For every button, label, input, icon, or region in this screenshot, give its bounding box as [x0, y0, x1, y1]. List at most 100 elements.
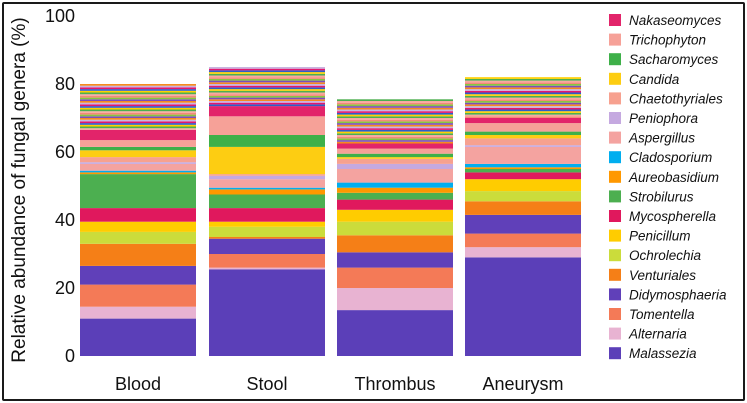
segment-stool-sacharomyces [209, 135, 325, 147]
segment-stool-ochrolechia [209, 226, 325, 237]
segment-aneurysm-aspergillus [465, 146, 581, 164]
segment-thrombus-other-24 [337, 101, 453, 103]
segment-stool-other-6 [209, 94, 325, 96]
legend: Nakaseomyces Trichophyton Sacharomyces Cand… [609, 13, 727, 361]
segment-stool-cladosporium [209, 187, 325, 190]
segment-stool-penicillum [209, 221, 325, 227]
segment-thrombus-aspergillus [337, 169, 453, 183]
segment-thrombus-venturiales [337, 235, 453, 253]
segment-thrombus-other-6 [337, 131, 453, 134]
segment-aneurysm-other-3 [465, 111, 581, 113]
segment-stool-peniophora [209, 175, 325, 180]
legend-label-aspergillus: Aspergillus [628, 131, 695, 146]
segment-aneurysm-venturiales [465, 201, 581, 215]
segment-stool-other-4 [209, 97, 325, 100]
segment-blood-other-16 [80, 101, 196, 103]
segment-thrombus-other-1 [337, 140, 453, 142]
segment-aneurysm-other-8 [465, 102, 581, 105]
segment-thrombus-other-14 [337, 118, 453, 120]
segment-blood-other-14 [80, 104, 196, 107]
legend-swatch-malassezia [609, 347, 621, 360]
segment-blood-other-15 [80, 102, 196, 105]
segment-blood-other-12 [80, 107, 196, 110]
segment-thrombus-strobilurus [337, 192, 453, 200]
segment-stool-other-8 [209, 90, 325, 93]
legend-label-cladosporium: Cladosporium [629, 150, 712, 165]
x-tick-label-stool: Stool [246, 374, 287, 394]
legend-label-mycospherella: Mycospherella [629, 209, 717, 224]
segment-stool-other-12 [209, 84, 325, 86]
segment-thrombus-aureobasidium [337, 187, 453, 193]
segment-stool-aspergillus [209, 179, 325, 188]
segment-aneurysm-chaetothyriales [465, 138, 581, 146]
segment-thrombus-other-25 [337, 99, 453, 101]
segment-blood-alternaria [80, 306, 196, 319]
segment-thrombus-other-8 [337, 128, 453, 130]
segment-blood-ochrolechia [80, 231, 196, 244]
segment-aneurysm-aureobasidium [465, 167, 581, 169]
segment-stool-other-11 [209, 85, 325, 88]
segment-thrombus-other-5 [337, 133, 453, 135]
y-tick-label-100: 100 [45, 6, 75, 26]
y-tick-label-80: 80 [55, 74, 75, 94]
segment-blood-other-21 [80, 92, 196, 95]
segment-aneurysm-other-1 [465, 114, 581, 117]
segment-blood-other-4 [80, 121, 196, 124]
legend-label-didymosphaeria: Didymosphaeria [629, 287, 727, 302]
legend-label-sacharomyces: Sacharomyces [629, 52, 719, 67]
segment-thrombus-didymosphaeria [337, 252, 453, 268]
segment-thrombus-peniophora [337, 163, 453, 169]
segment-aneurysm-sacharomyces [465, 131, 581, 135]
segment-blood-other-18 [80, 97, 196, 100]
segment-blood-other-0 [80, 128, 196, 130]
segment-stool-tomentella [209, 254, 325, 268]
segment-thrombus-other-21 [337, 106, 453, 108]
legend-swatch-ochrolechia [609, 249, 621, 262]
segment-thrombus-penicillum [337, 209, 453, 222]
segment-aneurysm-trichophyton [465, 123, 581, 132]
segment-thrombus-other-18 [337, 111, 453, 113]
bar-thrombus [337, 99, 453, 356]
segment-aneurysm-other-6 [465, 106, 581, 108]
x-tick-label-aneurysm: Aneurysm [482, 374, 563, 394]
segment-blood-other-3 [80, 123, 196, 125]
segment-aneurysm-other-15 [465, 90, 581, 93]
segment-stool-other-22 [209, 67, 325, 69]
segment-blood-other-6 [80, 118, 196, 120]
legend-label-candida: Candida [629, 72, 680, 87]
segment-blood-other-11 [80, 109, 196, 112]
segment-blood-other-17 [80, 99, 196, 101]
segment-thrombus-other-10 [337, 124, 453, 127]
x-tick-label-blood: Blood [115, 374, 161, 394]
segment-stool-chaetothyriales [209, 174, 325, 176]
legend-label-aureobasidium: Aureobasidium [628, 170, 719, 185]
y-axis-label: Relative abundance of fungal genera (%) [9, 17, 30, 362]
segment-blood-other-2 [80, 124, 196, 127]
segment-blood-tomentella [80, 284, 196, 307]
segment-thrombus-nakaseomyces [337, 143, 453, 149]
segment-aneurysm-other-13 [465, 94, 581, 96]
segment-blood-other-23 [80, 89, 196, 91]
segment-aneurysm-other-9 [465, 101, 581, 103]
segment-stool-aureobasidium [209, 189, 325, 195]
segment-thrombus-chaetothyriales [337, 158, 453, 164]
segment-stool-other-18 [209, 73, 325, 76]
segment-blood-other-1 [80, 126, 196, 129]
segment-blood-candida [80, 150, 196, 158]
segment-stool-other-0 [209, 104, 325, 107]
segment-aneurysm-nakaseomyces [465, 118, 581, 124]
segment-stool-trichophyton [209, 116, 325, 135]
segment-thrombus-other-20 [337, 107, 453, 110]
segment-stool-venturiales [209, 237, 325, 239]
segment-blood-other-10 [80, 111, 196, 113]
segment-stool-other-14 [209, 80, 325, 83]
segment-blood-sacharomyces [80, 146, 196, 151]
segment-blood-penicillum [80, 221, 196, 232]
segment-aneurysm-other-22 [465, 78, 581, 81]
segment-thrombus-other-7 [337, 129, 453, 132]
segment-thrombus-other-16 [337, 114, 453, 117]
segment-stool-other-5 [209, 95, 325, 98]
segment-aneurysm-tomentella [465, 233, 581, 248]
legend-swatch-didymosphaeria [609, 288, 621, 301]
legend-swatch-aspergillus [609, 131, 621, 144]
